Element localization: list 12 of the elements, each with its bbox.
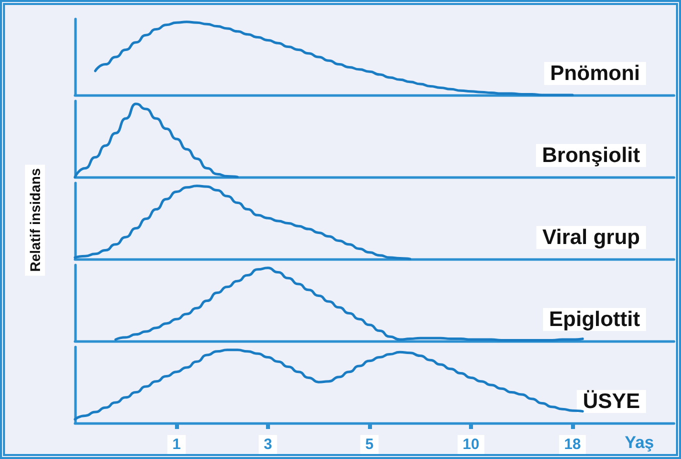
series-label: Epiglottit bbox=[549, 308, 640, 331]
x-tick-label: 1 bbox=[172, 436, 181, 453]
x-tick-label: 18 bbox=[564, 436, 581, 453]
x-tick-label: 5 bbox=[365, 436, 374, 453]
y-axis-title: Relatif insidans bbox=[25, 164, 45, 276]
x-tick-label: 10 bbox=[462, 436, 480, 453]
text: Viral grup bbox=[542, 226, 640, 249]
text: Bronşiolit bbox=[542, 144, 640, 167]
x-tick-label: 3 bbox=[264, 436, 272, 453]
x-axis-title: Yaş bbox=[624, 433, 654, 452]
series-label: Pnömoni bbox=[550, 62, 640, 85]
series-label: ÜSYE bbox=[582, 390, 640, 413]
